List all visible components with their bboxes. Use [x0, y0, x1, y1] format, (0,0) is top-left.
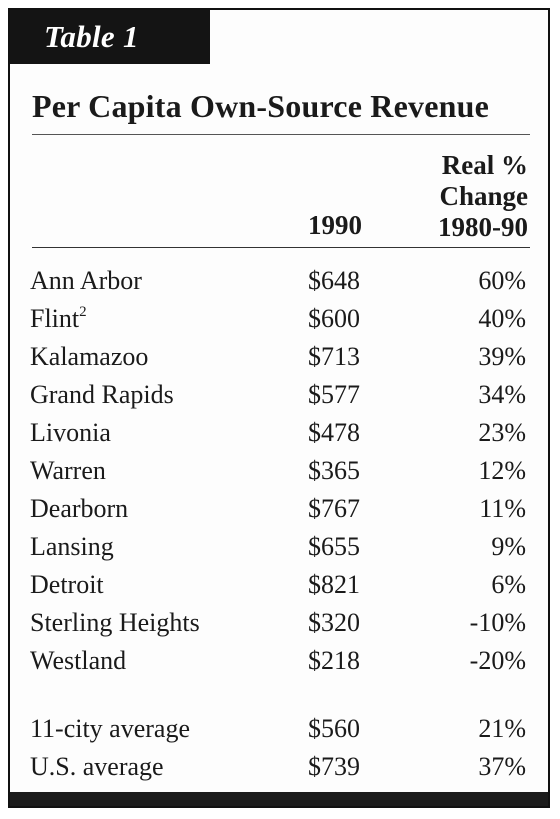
average-rows: 11-city average $560 21% U.S. average $7… [10, 710, 548, 786]
row-change: 6% [491, 570, 526, 599]
row-value-1990: $365 [308, 456, 360, 485]
row-city: Flint2 [30, 300, 87, 338]
column-header-change-line-2: Change [439, 181, 528, 211]
row-city: Warren [30, 456, 106, 485]
row-change: 12% [478, 456, 526, 485]
row-city-name: Flint [30, 304, 80, 333]
row-change: 34% [478, 380, 526, 409]
row-value-1990: $767 [308, 494, 360, 523]
row-city: Kalamazoo [30, 342, 149, 371]
row-city: Livonia [30, 418, 111, 447]
row-city: 11-city average [30, 714, 190, 743]
row-value-1990: $821 [308, 570, 360, 599]
row-city: Lansing [30, 532, 114, 561]
title-divider [32, 134, 530, 135]
row-value-1990: $577 [308, 380, 360, 409]
row-city: U.S. average [30, 752, 164, 781]
table-row: Flint2 $600 40% [10, 300, 548, 338]
row-change: 23% [478, 418, 526, 447]
row-change: 21% [478, 714, 526, 743]
table-row: 11-city average $560 21% [10, 710, 548, 748]
table-row: Westland $218 -20% [10, 642, 548, 680]
row-value-1990: $218 [308, 646, 360, 675]
row-city: Detroit [30, 570, 104, 599]
footnote-marker: 2 [79, 304, 87, 320]
row-change: 37% [478, 752, 526, 781]
table-row: Ann Arbor $648 60% [10, 262, 548, 300]
table-row: Kalamazoo $713 39% [10, 338, 548, 376]
bottom-bar [10, 792, 548, 806]
table-row: Lansing $655 9% [10, 528, 548, 566]
table-row: Detroit $821 6% [10, 566, 548, 604]
row-city: Ann Arbor [30, 266, 142, 295]
table-row: Dearborn $767 11% [10, 490, 548, 528]
table-title: Per Capita Own-Source Revenue [32, 88, 490, 124]
column-header-change-line-3: 1980-90 [438, 212, 528, 242]
row-city: Grand Rapids [30, 380, 174, 409]
header-divider [32, 247, 530, 248]
row-value-1990: $713 [308, 342, 360, 371]
row-change: -20% [469, 646, 526, 675]
row-city: Dearborn [30, 494, 129, 523]
row-change: -10% [469, 608, 526, 637]
row-city: Sterling Heights [30, 608, 200, 637]
table-row: Warren $365 12% [10, 452, 548, 490]
row-value-1990: $478 [308, 418, 360, 447]
row-value-1990: $739 [308, 752, 360, 781]
table-row: Grand Rapids $577 34% [10, 376, 548, 414]
column-header-change: Real % Change 1980-90 [368, 150, 528, 243]
row-value-1990: $648 [308, 266, 360, 295]
column-header-year: 1990 [308, 210, 362, 240]
row-value-1990: $655 [308, 532, 360, 561]
row-value-1990: $320 [308, 608, 360, 637]
row-change: 40% [478, 304, 526, 333]
table-label-box: Table 1 [10, 10, 210, 64]
row-change: 11% [479, 494, 526, 523]
row-value-1990: $560 [308, 714, 360, 743]
column-header-change-line-1: Real % [441, 150, 528, 180]
table-row: Sterling Heights $320 -10% [10, 604, 548, 642]
table-row: U.S. average $739 37% [10, 748, 548, 786]
row-change: 60% [478, 266, 526, 295]
row-value-1990: $600 [308, 304, 360, 333]
city-rows: Ann Arbor $648 60% Flint2 $600 40% Kalam… [10, 262, 548, 680]
row-city: Westland [30, 646, 127, 675]
table-row: Livonia $478 23% [10, 414, 548, 452]
table-frame: Table 1 Per Capita Own-Source Revenue Re… [8, 8, 550, 808]
row-change: 39% [478, 342, 526, 371]
row-change: 9% [491, 532, 526, 561]
table-label: Table 1 [44, 19, 139, 54]
